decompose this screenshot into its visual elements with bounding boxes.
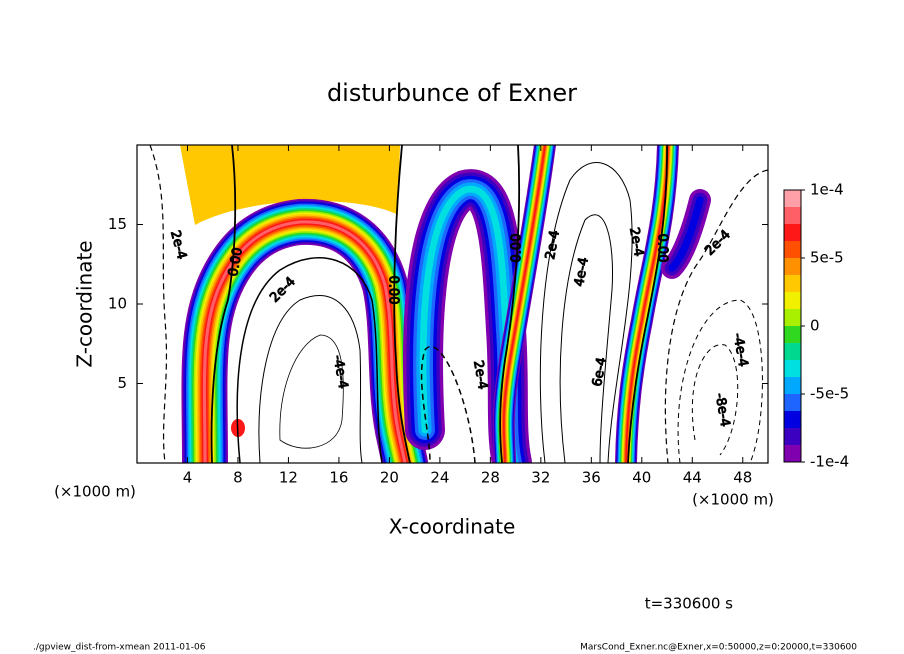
y-tick-label: 5 [117,374,127,392]
colorbar-swatch [784,326,801,344]
colorbar-swatch [784,224,801,242]
contour-label: 2e-4 [626,226,646,257]
y-tick-label: 15 [108,215,127,233]
contour-line [691,344,739,456]
colorbar-swatch [784,377,801,395]
contour-line [420,346,476,463]
contour-label: 2e-4 [543,229,563,260]
contour-label: -4e-4 [330,354,351,390]
time-label: t=330600 s [645,595,733,613]
colorbar-swatch [784,258,801,276]
contour-label: 0.00 [386,276,401,305]
contour-line [149,145,168,463]
contour-label: -4e-4 [730,332,751,368]
colorbar-swatch [784,275,801,293]
x-tick-label: 12 [279,469,298,487]
contour-line [236,257,383,463]
footer-left: ./gpview_dist-from-xmean 2011-01-06 [33,643,206,653]
color-band [625,145,669,463]
contour-line [393,145,411,463]
x-tick-label: 8 [233,469,243,487]
colorbar-swatch [784,292,801,310]
contour-label: 0.00 [510,234,525,263]
contour-line [539,162,633,463]
y-tick-label: 10 [108,295,127,313]
x-tick-label: 36 [582,469,601,487]
contour-label: 6e-4 [590,356,610,387]
colorbar-swatch [784,394,801,412]
x-tick-label: 40 [632,469,651,487]
x-tick-label: 24 [430,469,449,487]
x-axis-label: X-coordinate [389,515,516,539]
contour-label: 4e-4 [572,256,592,287]
contour-label: 0.00 [655,234,670,263]
colorbar-swatch [784,360,801,378]
colorbar-tick-label: 1e-4 [810,181,844,199]
color-band [668,196,704,272]
colorbar-swatch [784,241,801,259]
colorbar-swatch [784,445,801,463]
color-band [502,145,546,463]
colorbar-swatch [784,343,801,361]
contour-line [258,295,363,463]
x-unit-label: (×1000 m) [54,483,136,501]
colorbar-swatch [784,309,801,327]
contour-line [559,214,613,463]
x-tick-label: 48 [733,469,752,487]
contour-line [627,145,668,463]
x-tick-label: 44 [683,469,702,487]
contour-label: 2e-4 [167,229,189,261]
colorbar-tick-label: 0 [810,317,820,335]
y-axis-label: Z-coordinate [73,240,97,367]
x-tick-label: 4 [183,469,193,487]
colorbar-tick-label: -1e-4 [810,453,849,471]
colorbar-tick-label: 5e-5 [810,249,844,267]
x-tick-label: 28 [481,469,500,487]
contour-line [499,145,521,463]
x-tick-label: 16 [329,469,348,487]
color-band [202,220,407,463]
contour-label: 2e-4 [470,359,490,390]
contour-label: -8e-4 [712,392,733,428]
contour-lines: 2e-4 0.00 2e-4 -4e-4 0.00 2e-4 0.00 2e-4 4e-4 6e-… [149,145,768,463]
contour-line [210,145,237,463]
colorbar-swatch [784,207,801,225]
colorbar-swatch [784,411,801,429]
chart-title: disturbunce of Exner [327,79,577,107]
x-unit-label: (×1000 m) [692,491,774,509]
colorbar-swatch [784,190,801,208]
contour-line [664,169,768,463]
contour-line [279,334,344,449]
x-tick-label: 20 [380,469,399,487]
footer-right: MarsCond_Exner.nc@Exner,x=0:50000,z=0:20… [580,643,857,653]
x-tick-label: 32 [531,469,550,487]
colorbar-swatch [784,428,801,446]
contour-field [180,145,711,463]
colorbar-tick-label: -5e-5 [810,385,849,403]
contour-line [677,299,763,463]
contour-label: 0.00 [226,246,246,277]
